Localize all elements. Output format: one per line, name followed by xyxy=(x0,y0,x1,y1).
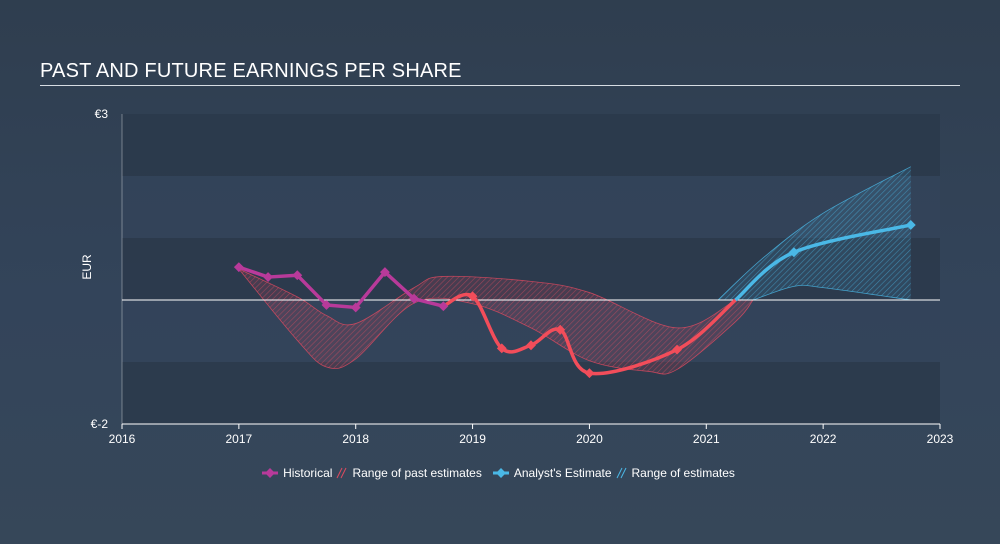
chart-title: PAST AND FUTURE EARNINGS PER SHARE xyxy=(40,60,462,82)
x-tick-label: 2018 xyxy=(342,432,369,446)
past-range-swatch-icon xyxy=(336,467,347,479)
x-tick-label: 2021 xyxy=(693,432,720,446)
legend-estimate[interactable]: Analyst's Estimate xyxy=(492,466,612,480)
x-tick-label: 2016 xyxy=(109,432,136,446)
legend-past-range[interactable]: Range of past estimates xyxy=(336,466,482,480)
plot-band xyxy=(122,362,940,424)
historical-swatch-icon xyxy=(262,468,279,478)
x-tick-label: 2017 xyxy=(226,432,253,446)
legend-past-range-label: Range of past estimates xyxy=(352,466,482,480)
historical-point xyxy=(263,272,274,283)
legend-historical-label: Historical xyxy=(283,466,333,480)
historical-point xyxy=(555,324,566,335)
plot-band xyxy=(122,114,940,176)
historical-point xyxy=(233,262,244,273)
legend-historical[interactable]: Historical xyxy=(261,466,332,480)
chart-legend: Historical Range of past estimates Analy… xyxy=(0,466,1000,480)
historical-point xyxy=(379,267,390,278)
legend-future-range[interactable]: Range of estimates xyxy=(616,466,735,480)
legend-estimate-label: Analyst's Estimate xyxy=(513,466,612,480)
x-tick-label: 2019 xyxy=(459,432,486,446)
historical-point xyxy=(409,293,420,304)
future-estimates-range-area xyxy=(717,166,911,300)
legend-future-range-label: Range of estimates xyxy=(631,466,735,480)
historical-point xyxy=(584,368,595,379)
estimate-point xyxy=(788,247,799,258)
historical-point xyxy=(350,302,361,313)
historical-point xyxy=(496,343,507,354)
y-tick-label-bottom: €-2 xyxy=(91,417,109,431)
historical-point xyxy=(321,300,332,310)
past-estimates-range-lower-edge xyxy=(238,268,754,375)
y-tick-label-top: €3 xyxy=(95,107,109,121)
historical-line-early xyxy=(238,265,444,310)
historical-point xyxy=(467,291,478,302)
title-divider xyxy=(40,85,960,86)
historical-point xyxy=(526,340,536,351)
historical-point xyxy=(672,344,683,355)
future-estimates-range-upper-edge xyxy=(717,166,911,301)
y-axis-label: EUR xyxy=(80,254,94,280)
historical-point xyxy=(438,301,449,312)
historical-point xyxy=(292,270,303,281)
past-estimates-range-upper-edge xyxy=(238,268,736,329)
estimate-swatch-icon xyxy=(492,468,509,478)
x-tick-label: 2023 xyxy=(927,432,954,446)
x-tick-label: 2022 xyxy=(810,432,837,446)
x-tick-label: 2020 xyxy=(576,432,603,446)
future-estimates-range-lower-edge xyxy=(752,284,911,301)
future-range-swatch-icon xyxy=(616,467,626,479)
estimate-point xyxy=(905,220,916,230)
